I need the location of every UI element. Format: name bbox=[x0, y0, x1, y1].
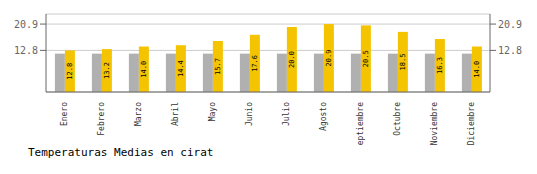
svg-text:12.8: 12.8 bbox=[66, 63, 74, 80]
svg-text:Agosto: Agosto bbox=[319, 102, 328, 131]
svg-text:Mayo: Mayo bbox=[208, 102, 217, 121]
svg-text:14.4: 14.4 bbox=[177, 60, 185, 77]
svg-text:20.5: 20.5 bbox=[362, 50, 370, 67]
svg-text:20.9: 20.9 bbox=[498, 19, 522, 30]
svg-text:Enero: Enero bbox=[60, 102, 69, 126]
svg-text:14.0: 14.0 bbox=[140, 61, 148, 78]
svg-text:13.2: 13.2 bbox=[103, 62, 111, 79]
svg-text:Marzo: Marzo bbox=[134, 102, 143, 126]
svg-text:Diciembre: Diciembre bbox=[467, 102, 476, 146]
svg-text:Julio: Julio bbox=[282, 102, 291, 126]
svg-text:18.5: 18.5 bbox=[399, 54, 407, 71]
svg-text:20.0: 20.0 bbox=[288, 51, 296, 68]
svg-text:Febrero: Febrero bbox=[97, 102, 106, 136]
svg-text:12.8: 12.8 bbox=[14, 45, 38, 56]
svg-text:20.9: 20.9 bbox=[325, 50, 333, 67]
svg-text:Abril: Abril bbox=[171, 102, 180, 126]
svg-text:Noviembre: Noviembre bbox=[430, 102, 439, 146]
svg-text:Septiembre: Septiembre bbox=[356, 102, 365, 146]
svg-text:20.9: 20.9 bbox=[14, 19, 38, 30]
svg-text:12.8: 12.8 bbox=[498, 45, 522, 56]
svg-text:Junio: Junio bbox=[245, 102, 254, 126]
svg-text:16.3: 16.3 bbox=[436, 57, 444, 74]
html-text:Temperaturas Medias en cirat: Temperaturas Medias en cirat bbox=[28, 146, 214, 159]
svg-text:17.6: 17.6 bbox=[251, 55, 259, 72]
svg-text:15.7: 15.7 bbox=[214, 58, 222, 75]
svg-text:Octubre: Octubre bbox=[393, 102, 402, 136]
svg-text:14.0: 14.0 bbox=[473, 61, 481, 78]
